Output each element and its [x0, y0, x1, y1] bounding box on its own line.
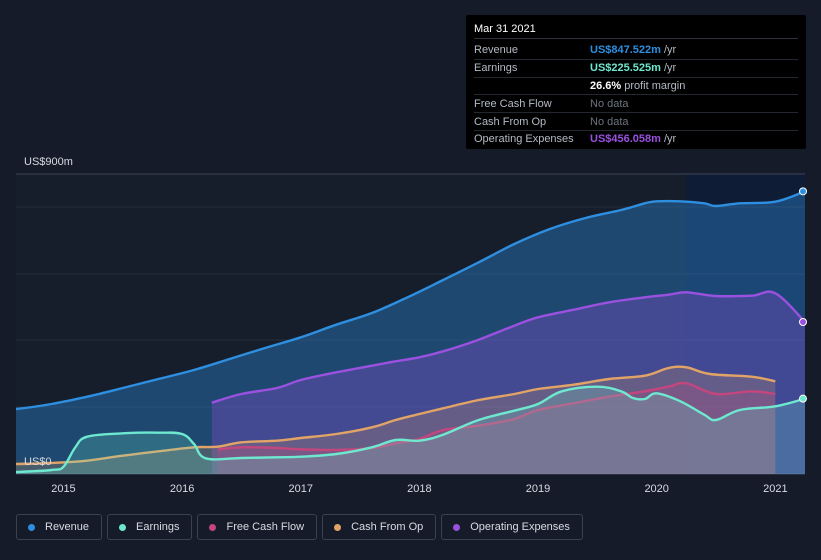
free-cash-flow-line — [217, 381, 776, 452]
tooltip-row-label: Free Cash Flow — [474, 97, 552, 110]
legend-dot-icon — [28, 523, 35, 531]
tooltip-row: Cash From Op No data — [474, 113, 798, 131]
tooltip-row-suffix: profit margin — [624, 79, 686, 92]
x-tick-label: 2016 — [170, 483, 194, 495]
forecast-region — [686, 174, 805, 474]
y-axis-bottom-label: US$0 — [24, 456, 52, 468]
legend-dot-icon — [119, 523, 127, 531]
plot-background — [16, 174, 805, 474]
revenue-line — [16, 190, 805, 411]
operating-expenses-line — [211, 290, 805, 404]
tooltip-date: Mar 31 2021 — [474, 23, 798, 39]
legend-dot-icon — [209, 523, 217, 531]
operating-expenses-area — [211, 291, 805, 474]
legend-label: Free Cash Flow — [226, 521, 305, 533]
legend-dot-icon — [334, 523, 342, 531]
x-tick-label: 2019 — [526, 483, 550, 495]
tooltip-row: 26.6% profit margin — [474, 78, 798, 96]
tooltip-row-value: 26.6% — [590, 79, 622, 92]
tooltip-row-label: Cash From Op — [474, 115, 547, 128]
x-tick-label: 2021 — [763, 483, 787, 495]
tooltip-row-suffix: /yr — [663, 133, 677, 146]
legend-label: Earnings — [136, 521, 180, 533]
tooltip-row-label: Earnings — [474, 62, 518, 75]
earnings-chart: 2015 2016 2017 2018 2019 2020 2021 — [16, 173, 807, 495]
tooltip-row-suffix: /yr — [663, 44, 677, 57]
earnings-last-point — [799, 394, 807, 403]
chart-legend: Revenue Earnings Free Cash Flow Cash From O… — [16, 514, 583, 540]
legend-label: Cash From Op — [351, 521, 424, 533]
revenue-last-point — [799, 187, 807, 196]
legend-item-revenue[interactable]: Revenue — [16, 514, 103, 540]
tooltip-row-value: US$456.058m — [590, 133, 661, 146]
tooltip-row-suffix: /yr — [663, 62, 677, 75]
legend-label: Revenue — [45, 521, 90, 533]
legend-item-operating-expenses[interactable]: Operating Expenses — [441, 514, 583, 540]
legend-item-free-cash-flow[interactable]: Free Cash Flow — [197, 514, 318, 540]
series-group — [16, 190, 805, 474]
gridlines — [16, 173, 805, 475]
tooltip-row: Earnings US$225.525m/yr — [474, 60, 798, 78]
legend-dot-icon — [453, 523, 461, 531]
earnings-line — [16, 385, 805, 474]
tooltip-row: Revenue US$847.522m/yr — [474, 42, 798, 60]
tooltip-row-label: Revenue — [474, 44, 519, 57]
legend-item-cash-from-op[interactable]: Cash From Op — [322, 514, 437, 540]
cash-from-op-line — [16, 365, 776, 466]
x-tick-label: 2018 — [407, 483, 431, 495]
operating-expenses-last-point — [799, 318, 807, 326]
x-tick-label: 2020 — [644, 483, 668, 495]
tooltip-row-label: Operating Expenses — [474, 133, 574, 146]
tooltip-row: Free Cash Flow No data — [474, 95, 798, 114]
tooltip-row: Operating Expenses US$456.058m/yr — [474, 131, 798, 148]
legend-label: Operating Expenses — [470, 521, 570, 533]
tooltip-row-value: US$225.525m — [590, 62, 661, 75]
tooltip-row-value: No data — [590, 97, 629, 110]
x-tick-label: 2015 — [51, 483, 75, 495]
legend-item-earnings[interactable]: Earnings — [107, 514, 193, 540]
earnings-area — [16, 386, 805, 474]
x-tick-label: 2017 — [289, 483, 313, 495]
tooltip-row-value: US$847.522m — [590, 44, 661, 57]
y-axis-top-label: US$900m — [24, 156, 73, 168]
data-tooltip: Mar 31 2021 Revenue US$847.522m/yr Earning… — [466, 15, 806, 149]
tooltip-row-value: No data — [590, 115, 629, 128]
